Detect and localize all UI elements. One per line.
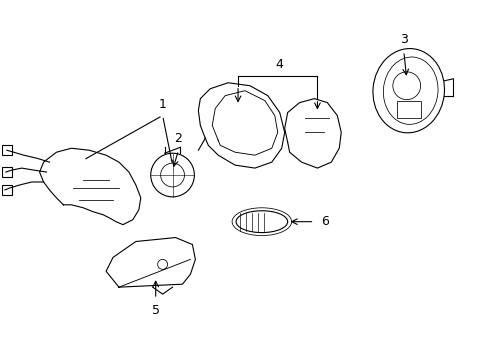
Text: 2: 2 bbox=[174, 132, 182, 145]
Text: 5: 5 bbox=[151, 304, 160, 317]
Text: 1: 1 bbox=[159, 98, 166, 111]
Bar bbox=[2, 167, 12, 177]
Bar bbox=[2, 145, 12, 155]
Text: 3: 3 bbox=[399, 33, 407, 46]
Bar bbox=[396, 100, 420, 118]
Text: 6: 6 bbox=[321, 215, 328, 228]
Text: 4: 4 bbox=[275, 58, 283, 71]
Bar bbox=[2, 185, 12, 195]
